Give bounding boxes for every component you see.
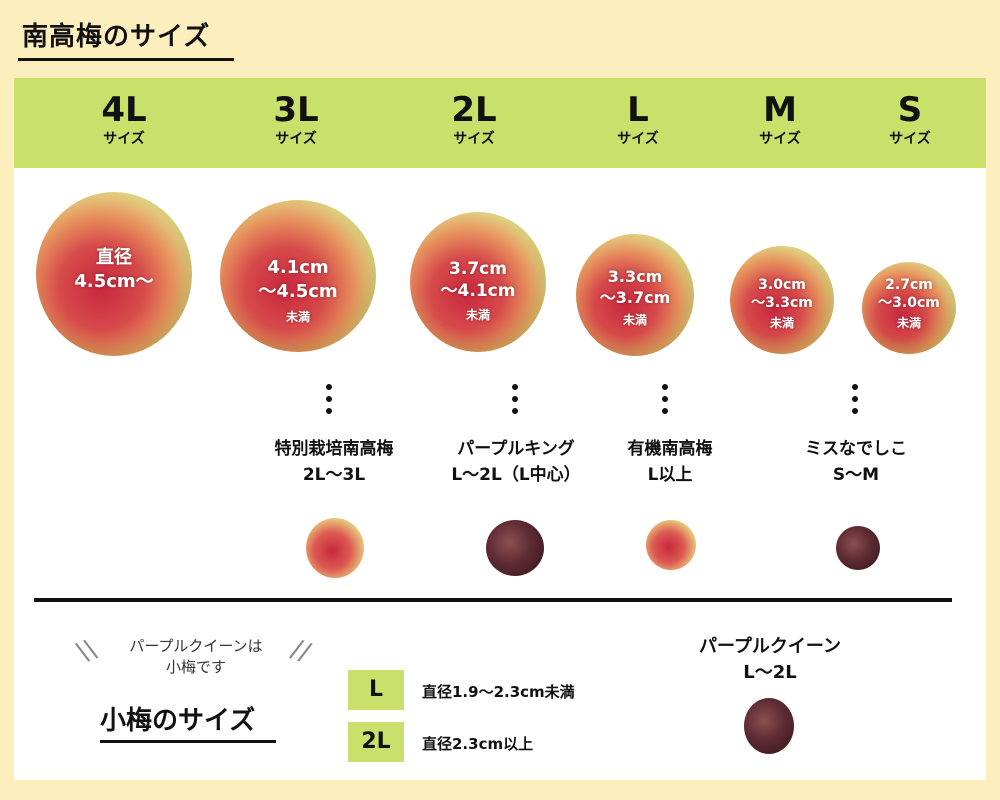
diameter-line2: 〜3.0cm — [878, 295, 940, 311]
size-header-band — [14, 78, 986, 168]
diameter-line2: 〜4.5cm — [258, 281, 338, 302]
diameter-line1: 3.3cm — [607, 267, 663, 286]
size-suffix: サイズ — [889, 131, 931, 147]
size-label: 3L — [273, 90, 319, 130]
content-card — [14, 78, 986, 780]
diameter-line1: 3.7cm — [449, 259, 507, 279]
diameter-line1: 直径 — [96, 247, 132, 268]
purple-queen-label: パープルクイーン L〜2L — [660, 634, 880, 686]
koume-note: パープルクイーンは 小梅です — [96, 636, 296, 678]
koume-size-desc-l: 直径1.9〜2.3cm未満 — [422, 683, 575, 701]
koume-size-badge-l: L — [348, 670, 404, 710]
ume-m-image: 3.0cm 〜3.3cm 未満 — [730, 246, 834, 354]
ume-l-image: 3.3cm 〜3.7cm 未満 — [576, 234, 694, 356]
diameter-line2: 〜4.1cm — [440, 281, 516, 301]
size-suffix: サイズ — [617, 131, 659, 147]
variety-name: パープルキング — [457, 439, 575, 459]
variety-name: 有機南高梅 — [627, 439, 713, 459]
purple-queen-range: L〜2L — [743, 662, 797, 683]
diameter-line1: 4.1cm — [267, 257, 329, 278]
size-label: L — [627, 90, 649, 130]
size-header-3l: 3L サイズ — [236, 90, 356, 148]
size-suffix: サイズ — [453, 131, 495, 147]
koume-note-line1: パープルクイーンは — [129, 637, 263, 655]
diameter-line1: 3.0cm — [758, 277, 806, 293]
variety-range: L以上 — [647, 465, 693, 485]
koume-size-desc-2l: 直径2.3cm以上 — [422, 735, 534, 753]
size-header-m: M サイズ — [720, 90, 840, 148]
koume-size-badge-2l: 2L — [348, 722, 404, 762]
diameter-line2: 〜3.7cm — [599, 288, 671, 307]
diameter-note: 未満 — [896, 316, 921, 330]
ume-4l-image: 直径 4.5cm〜 — [36, 192, 192, 356]
koume-note-line2: 小梅です — [165, 658, 226, 676]
diameter-note: 未満 — [465, 308, 490, 322]
size-header-l: L サイズ — [578, 90, 698, 148]
purple-queen-name: パープルクイーン — [698, 636, 842, 657]
title-underline — [18, 58, 234, 61]
variety-label: ミスなでしこ S〜M — [756, 436, 956, 488]
connector-dots — [660, 384, 670, 414]
size-header-s: S サイズ — [850, 90, 970, 148]
page-title: 南高梅のサイズ — [22, 22, 211, 52]
purple-queen-image — [744, 698, 794, 754]
size-suffix: サイズ — [759, 131, 801, 147]
size-label: 2L — [451, 90, 497, 130]
ume-3l-image: 4.1cm 〜4.5cm 未満 — [220, 200, 376, 352]
variety-ume-image — [836, 526, 880, 570]
ume-2l-image: 3.7cm 〜4.1cm 未満 — [410, 212, 546, 352]
connector-dots — [324, 384, 334, 414]
variety-name: 特別栽培南高梅 — [274, 439, 394, 459]
variety-label: 特別栽培南高梅 2L〜3L — [234, 436, 434, 488]
variety-range: 2L〜3L — [302, 465, 366, 485]
variety-name: ミスなでしこ — [805, 439, 907, 459]
variety-label: パープルキング L〜2L（L中心） — [416, 436, 616, 488]
variety-ume-image — [646, 520, 696, 570]
koume-title-underline — [100, 740, 276, 743]
connector-dots — [510, 384, 520, 414]
diameter-line2: 〜3.3cm — [751, 295, 813, 311]
size-header-2l: 2L サイズ — [414, 90, 534, 148]
diameter-line1: 2.7cm — [885, 277, 933, 293]
section-divider — [34, 598, 952, 602]
variety-range: L〜2L（L中心） — [451, 465, 581, 485]
koume-title: 小梅のサイズ — [100, 706, 256, 736]
variety-ume-image — [306, 518, 364, 578]
variety-ume-image — [486, 520, 544, 576]
size-suffix: サイズ — [103, 131, 145, 147]
variety-range: S〜M — [832, 465, 880, 485]
size-label: S — [897, 90, 923, 130]
size-label: 4L — [101, 90, 147, 130]
variety-label: 有機南高梅 L以上 — [570, 436, 770, 488]
connector-dots — [850, 384, 860, 414]
size-suffix: サイズ — [275, 131, 317, 147]
diameter-line2: 4.5cm〜 — [74, 271, 154, 292]
size-header-4l: 4L サイズ — [64, 90, 184, 148]
ume-s-image: 2.7cm 〜3.0cm 未満 — [862, 262, 956, 354]
size-label: M — [763, 90, 797, 130]
diameter-note: 未満 — [285, 310, 310, 324]
diameter-note: 未満 — [622, 313, 647, 327]
diameter-note: 未満 — [769, 316, 794, 330]
